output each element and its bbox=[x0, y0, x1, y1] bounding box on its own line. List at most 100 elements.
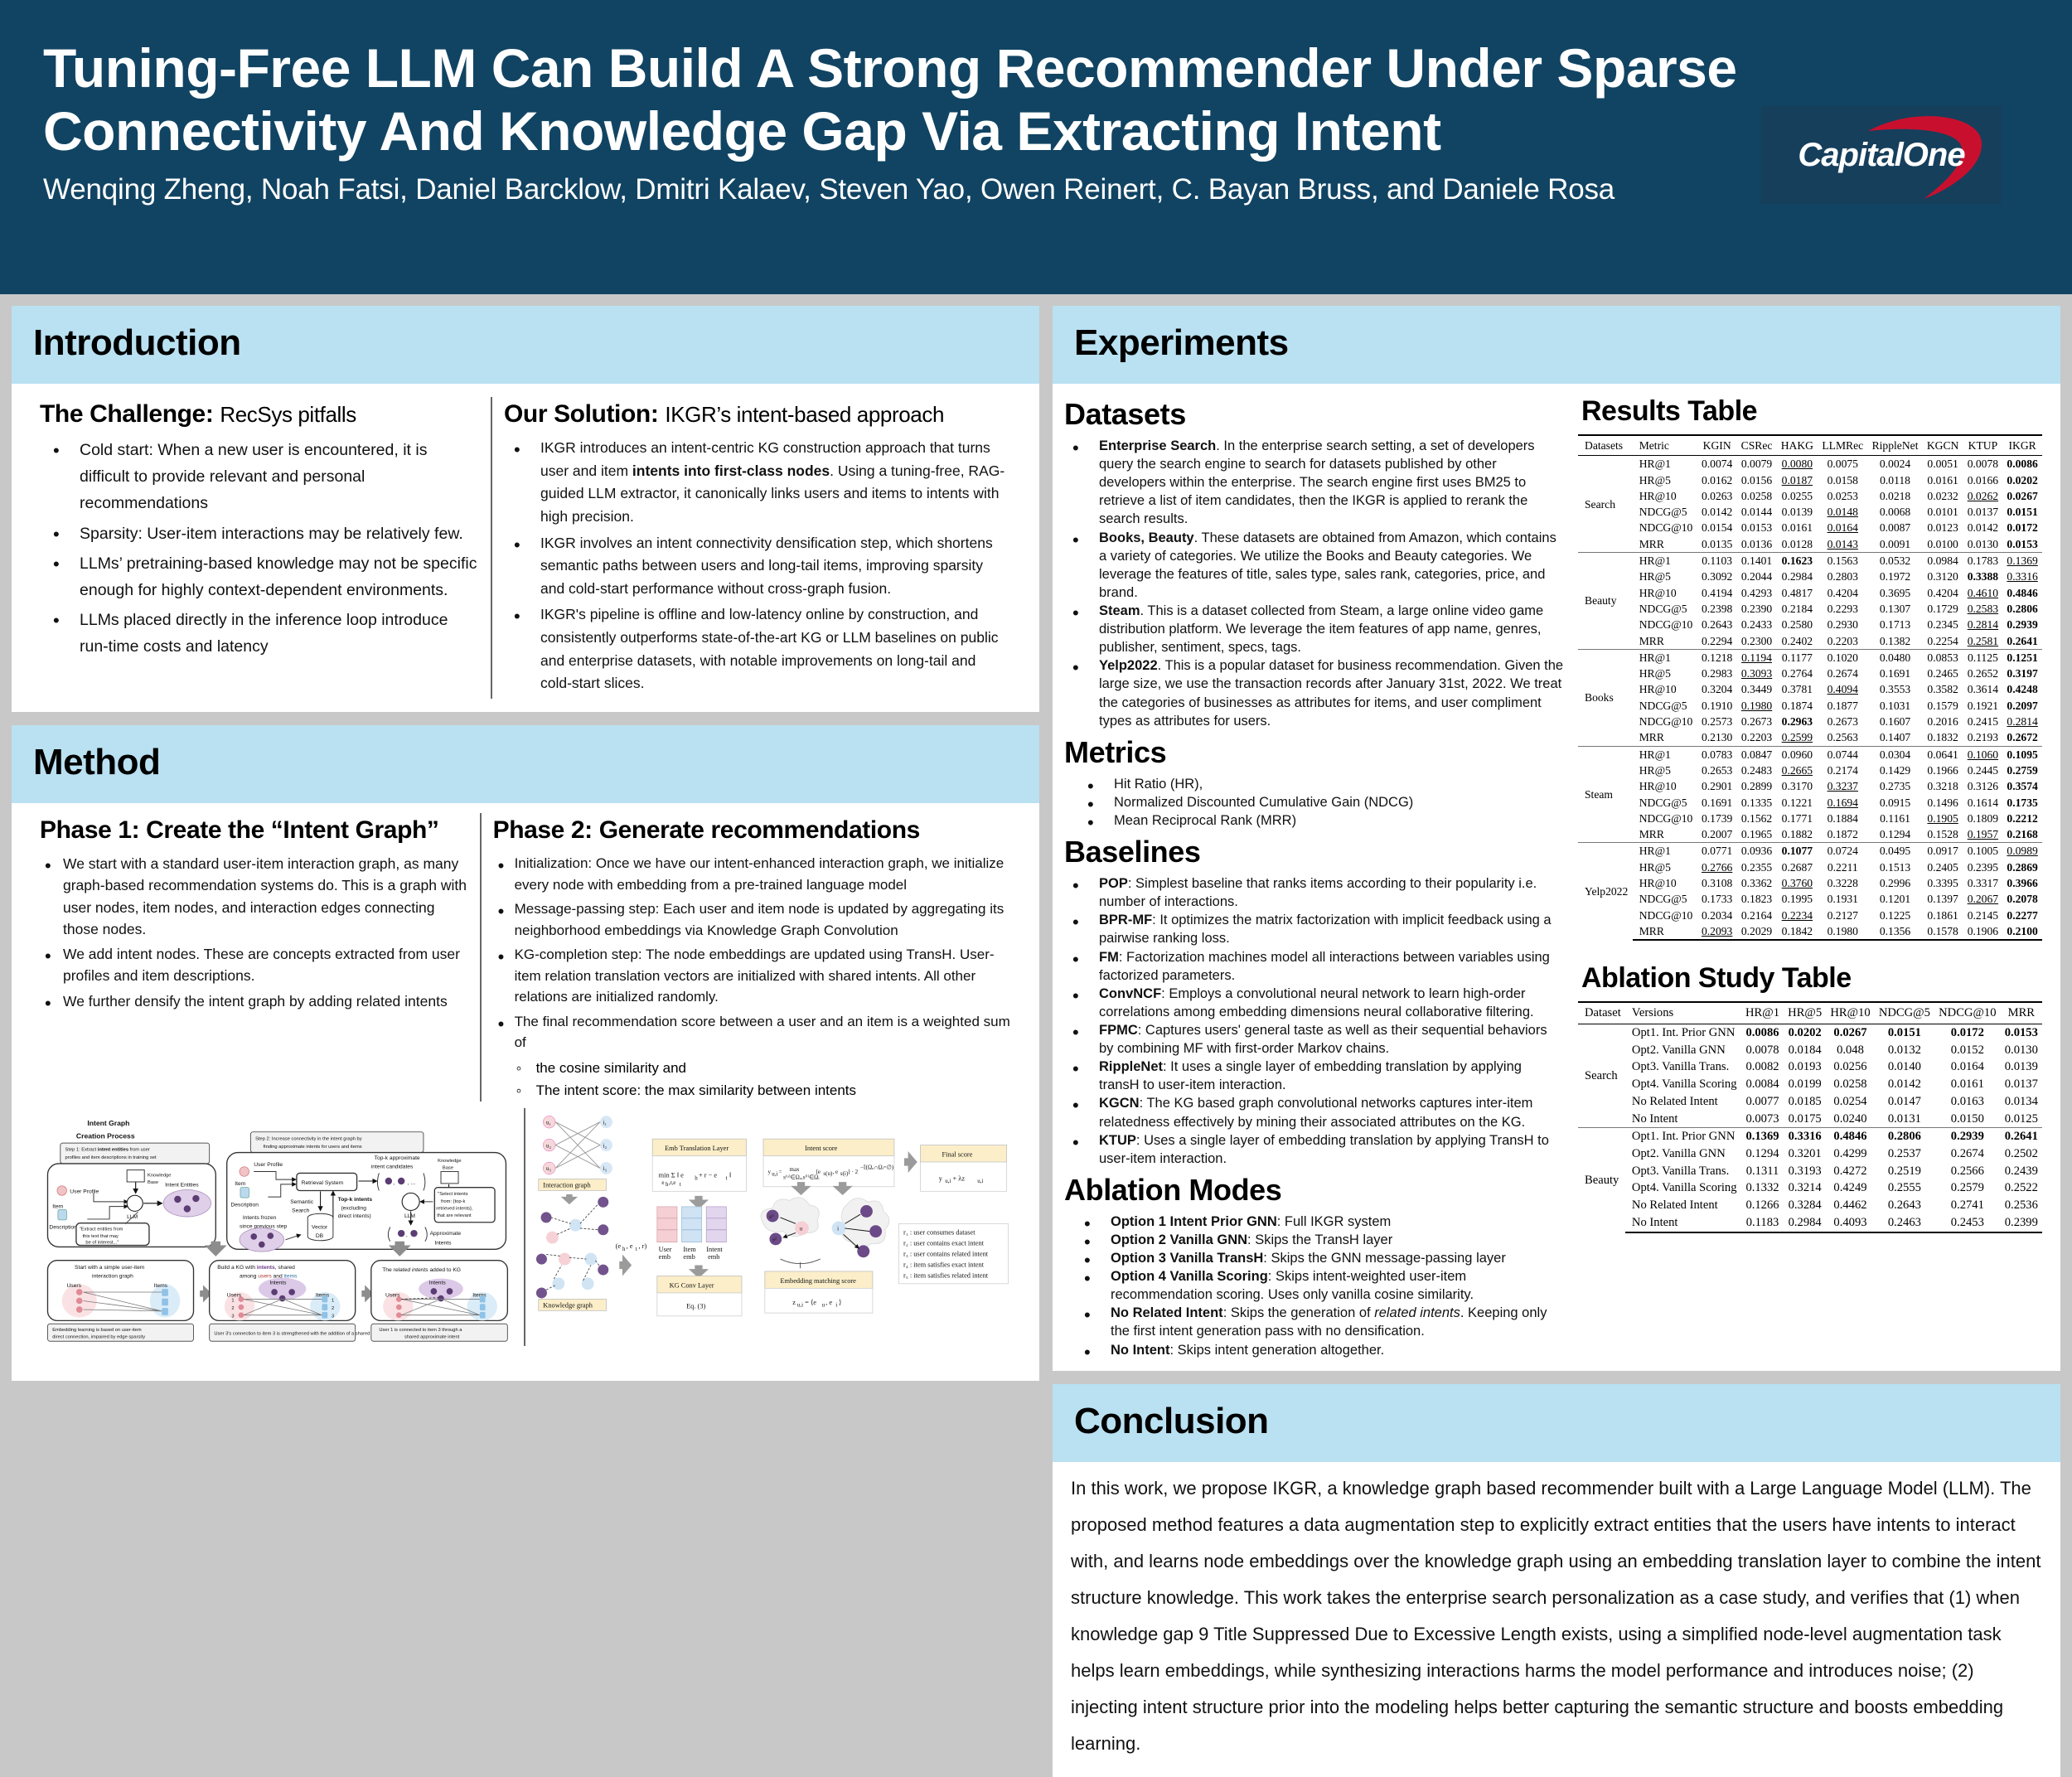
value-cell: 0.4204 bbox=[1827, 586, 1858, 599]
value-cell: 0.2184 bbox=[1781, 602, 1813, 615]
value-cell: 0.1125 bbox=[1963, 648, 2003, 666]
value-cell: 0.0232 bbox=[1927, 489, 1958, 502]
svg-text:max: max bbox=[790, 1166, 800, 1173]
table-row: Yelp2022 HR@1 0.0771 0.0936 0.1077 0.0724 0.04… bbox=[1578, 842, 2042, 941]
value-cell: 0.2537 bbox=[1887, 1146, 1921, 1160]
svg-text:Step 1: Extract intent entitie: Step 1: Extract intent entities from use… bbox=[65, 1148, 150, 1153]
svg-text:User: User bbox=[659, 1246, 672, 1253]
ablation-mode-name: Option 1 Intent Prior GNN bbox=[1111, 1213, 1277, 1229]
value-cell: 0.2483 bbox=[1740, 763, 1773, 777]
page-title: Tuning-Free LLM Can Build A Strong Recom… bbox=[43, 37, 1737, 162]
introduction-panel: Introduction The Challenge: RecSys pitfa… bbox=[12, 306, 1039, 713]
value-cell: 0.1562 bbox=[1740, 811, 1773, 825]
svg-text:r₃ : user contains related int: r₃ : user contains related intent bbox=[903, 1250, 989, 1257]
value-cell: 0.0087 bbox=[1879, 521, 1911, 535]
value-cell: 0.0172 bbox=[2007, 521, 2038, 535]
svg-text:Description: Description bbox=[49, 1224, 77, 1230]
list-item: the cosine similarity and bbox=[513, 1057, 1011, 1082]
metric-cell: MRR bbox=[1639, 634, 1664, 647]
baseline-desc: : The KG based graph convolutional netwo… bbox=[1099, 1096, 1533, 1130]
value-cell: 0.0984 bbox=[1922, 552, 1963, 569]
list-item: Cold start: When a new user is encounter… bbox=[48, 436, 479, 517]
svg-text:Knowledge: Knowledge bbox=[148, 1173, 171, 1178]
list-item: The final recommendation score between a… bbox=[493, 1010, 1011, 1053]
value-cell: 0.3197 bbox=[2007, 667, 2038, 680]
svg-text:y: y bbox=[768, 1169, 772, 1175]
svg-text:‖: ‖ bbox=[729, 1172, 731, 1179]
experiments-heading: Experiments bbox=[1074, 322, 1289, 363]
value-cell: 0.0144 bbox=[1740, 506, 1773, 519]
value-cell: 0.2211 bbox=[1827, 860, 1858, 874]
value-cell: 0.3316 bbox=[2007, 570, 2038, 583]
phase1-bullets: We start with a standard user-item inter… bbox=[40, 852, 468, 1017]
value-cell: 0.1882 bbox=[1781, 828, 1813, 841]
table-row: Opt4. Vanilla Scoring 0.1332 0.3214 0.4249 0… bbox=[1578, 1179, 2042, 1197]
dataset-desc: . In the enterprise search setting, a se… bbox=[1099, 438, 1535, 527]
value-cell: 0.0123 bbox=[1927, 521, 1958, 535]
value-cell: 0.2078 bbox=[2007, 893, 2038, 906]
value-cell: 0.4610 bbox=[1967, 586, 1999, 599]
metric-cell: NDCG@5 bbox=[1639, 602, 1687, 615]
value-cell: 0.1691 bbox=[1879, 667, 1911, 680]
baseline-desc: : It uses a single layer of embedding tr… bbox=[1099, 1059, 1522, 1093]
value-cell: 0.1496 bbox=[1927, 796, 1958, 809]
value-cell: 0.1513 bbox=[1879, 860, 1911, 874]
value-cell: 0.1563 bbox=[1818, 552, 1868, 569]
value-cell: 0.2984 bbox=[1784, 1213, 1827, 1233]
value-cell: 0.1031 bbox=[1879, 699, 1911, 712]
value-cell: 0.2573 bbox=[1701, 715, 1733, 729]
value-cell: 0.0161 bbox=[1950, 1077, 1984, 1092]
dataset-cell: Search bbox=[1585, 497, 1615, 511]
value-cell: 0.1103 bbox=[1697, 552, 1737, 569]
column-header: KTUP bbox=[1968, 439, 1998, 452]
table-row: NDCG@5 0.2398 0.2390 0.2184 0.2293 0.1307 0.17… bbox=[1578, 601, 2042, 617]
column-header: NDCG@5 bbox=[1878, 1006, 1930, 1020]
value-cell: 0.1307 bbox=[1879, 602, 1911, 615]
table-row: Opt2. Vanilla GNN 0.0078 0.0184 0.048 0.0132… bbox=[1578, 1042, 2042, 1059]
metric-cell: NDCG@5 bbox=[1639, 893, 1687, 906]
list-item: Option 2 Vanilla GNN: Skips the TransH l… bbox=[1079, 1230, 1565, 1255]
value-cell: 0.0162 bbox=[1701, 473, 1733, 487]
svg-text:u,i: u,i bbox=[797, 1302, 803, 1309]
value-cell: 0.3193 bbox=[1788, 1164, 1822, 1178]
value-cell: 0.2665 bbox=[1781, 763, 1813, 777]
value-cell: 0.0153 bbox=[2007, 537, 2038, 550]
challenge-title-light: RecSys pitfalls bbox=[220, 402, 356, 427]
value-cell: 0.2930 bbox=[1827, 618, 1858, 632]
metric-cell: HR@1 bbox=[1632, 552, 1697, 569]
value-cell: 0.0161 bbox=[1781, 521, 1813, 535]
baseline-desc: : Employs a convolutional neural network… bbox=[1099, 985, 1534, 1019]
svg-text:u,i: u,i bbox=[977, 1178, 983, 1184]
value-cell: 0.3170 bbox=[1781, 780, 1813, 793]
ablation-mode-desc: : Skips intent generation altogether. bbox=[1169, 1342, 1385, 1358]
svg-text:Item: Item bbox=[52, 1203, 63, 1209]
value-cell: 0.0199 bbox=[1788, 1077, 1822, 1092]
value-cell: 0.4462 bbox=[1833, 1198, 1867, 1213]
value-cell: 0.1251 bbox=[2002, 648, 2042, 666]
svg-text:t: t bbox=[725, 1174, 727, 1181]
value-cell: 0.0263 bbox=[1701, 489, 1733, 502]
value-cell: 0.2145 bbox=[1967, 908, 1999, 922]
svg-text:= ⟨e: = ⟨e bbox=[805, 1299, 816, 1306]
svg-text:Users: Users bbox=[227, 1293, 242, 1299]
value-cell: 0.2643 bbox=[1887, 1198, 1921, 1213]
table-row: Opt3. Vanilla Trans. 0.1311 0.3193 0.4272 0.… bbox=[1578, 1163, 2042, 1180]
value-cell: 0.2869 bbox=[2007, 860, 2038, 874]
value-cell: 0.1356 bbox=[1867, 922, 1923, 942]
list-item: IKGR introduces an intent-centric KG con… bbox=[509, 436, 1011, 529]
value-cell: 0.2016 bbox=[1927, 715, 1958, 729]
value-cell: 0.0783 bbox=[1697, 745, 1737, 763]
version-cell: No Intent bbox=[1631, 1111, 1678, 1126]
value-cell: 0.0724 bbox=[1818, 842, 1868, 859]
solution-title: Our Solution: IKGR’s intent-based approa… bbox=[504, 400, 1011, 429]
metric-cell: HR@5 bbox=[1639, 763, 1671, 777]
svg-text:Top-k intents: Top-k intents bbox=[338, 1197, 373, 1203]
svg-text:Intent Entities: Intent Entities bbox=[165, 1183, 199, 1189]
value-cell: 0.1194 bbox=[1736, 648, 1777, 666]
svg-text:r₁ : user consumes dataset: r₁ : user consumes dataset bbox=[903, 1228, 975, 1236]
svg-text:,: , bbox=[394, 1180, 395, 1186]
value-cell: 0.0100 bbox=[1927, 537, 1958, 550]
ablation-modes-bullets: Option 1 Intent Prior GNN: Full IKGR sys… bbox=[1079, 1212, 1565, 1364]
value-cell: 0.1005 bbox=[1963, 842, 2003, 859]
value-cell: 0.1861 bbox=[1927, 908, 1958, 922]
